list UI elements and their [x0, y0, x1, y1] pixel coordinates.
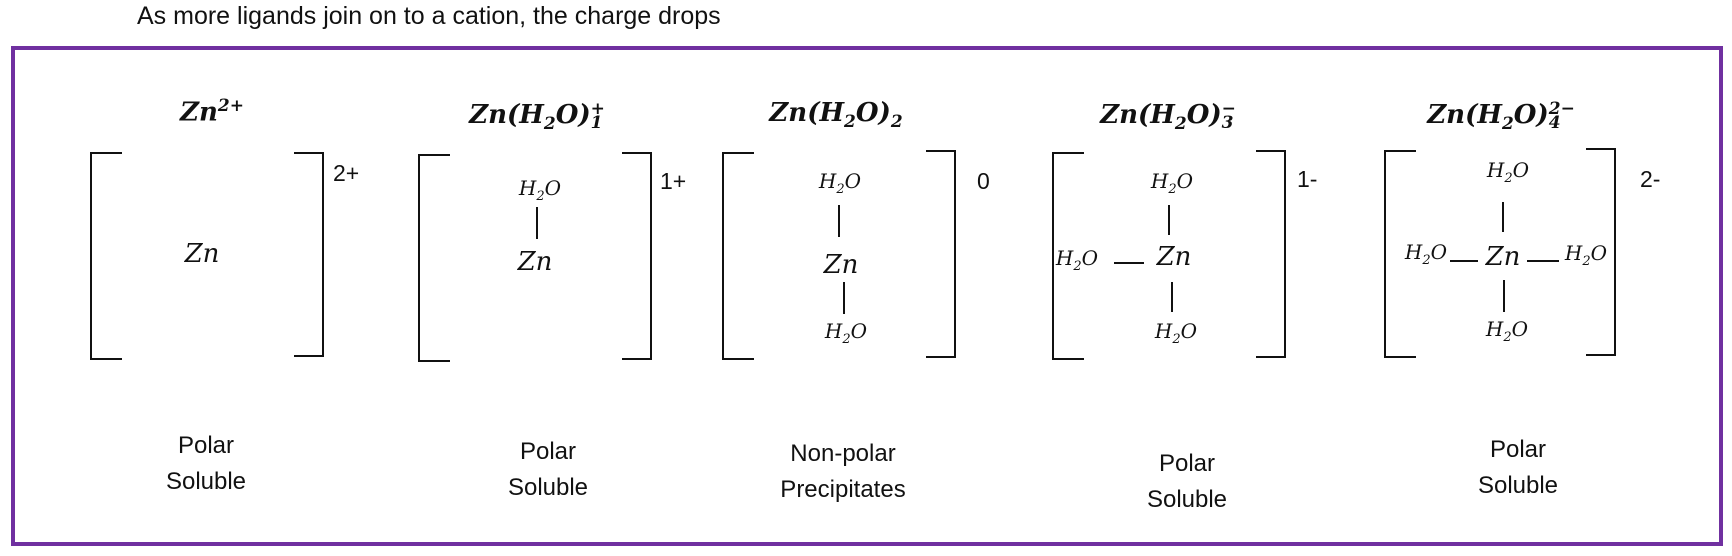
left-bracket: [1384, 150, 1416, 358]
bond-line: [1527, 260, 1559, 262]
species-title: Zn(H2O)+ 1: [469, 99, 605, 135]
water-ligand: H2O: [1055, 246, 1099, 274]
water-ligand: H2O: [1404, 240, 1448, 268]
right-bracket: [622, 152, 652, 360]
diagram-frame: [11, 46, 1723, 546]
property-label: Polar Soluble: [507, 438, 589, 501]
bond-line: [1502, 202, 1504, 232]
species-title: Zn(H2O)2: [769, 98, 903, 133]
species-title: Zn2+: [180, 96, 244, 128]
water-ligand: H2O: [1564, 241, 1608, 269]
property-label: Polar Soluble: [1146, 450, 1228, 513]
bond-line: [838, 205, 840, 237]
bond-line: [1114, 262, 1144, 264]
bond-line: [536, 207, 538, 239]
species-title: Zn(H2O)2− 4: [1427, 99, 1575, 135]
complex-charge: 2+: [333, 160, 360, 186]
zinc-center: Zn: [823, 250, 859, 280]
water-ligand: H2O: [1485, 317, 1529, 345]
water-ligand: H2O: [824, 319, 868, 347]
water-ligand: H2O: [518, 176, 562, 204]
left-bracket: [90, 152, 122, 360]
water-ligand: H2O: [1486, 158, 1530, 186]
zinc-center: Zn: [1156, 242, 1192, 272]
diagram-caption: As more ligands join on to a cation, the…: [137, 2, 721, 30]
bond-line: [1171, 282, 1173, 312]
complex-charge: 2-: [1640, 166, 1661, 192]
property-label: Non-polar Precipitates: [780, 440, 906, 503]
zinc-center: Zn: [517, 247, 553, 277]
bond-line: [1503, 280, 1505, 312]
left-bracket: [418, 154, 450, 362]
complex-charge: 1-: [1297, 166, 1318, 192]
bond-line: [843, 282, 845, 314]
water-ligand: H2O: [1154, 319, 1198, 347]
species-title: Zn(H2O)− 3: [1100, 99, 1236, 135]
complex-charge: 1+: [660, 168, 687, 194]
property-label: Polar Soluble: [165, 432, 247, 495]
complex-charge: 0: [977, 168, 990, 194]
zinc-center: Zn: [1485, 242, 1521, 272]
property-label: Polar Soluble: [1477, 436, 1559, 499]
bond-line: [1168, 205, 1170, 235]
left-bracket: [722, 152, 754, 360]
right-bracket: [1256, 150, 1286, 358]
right-bracket: [926, 150, 956, 358]
right-bracket: [294, 152, 324, 357]
zinc-center: Zn: [184, 239, 220, 269]
water-ligand: H2O: [818, 169, 862, 197]
water-ligand: H2O: [1150, 169, 1194, 197]
left-bracket: [1052, 152, 1084, 360]
right-bracket: [1586, 148, 1616, 356]
bond-line: [1450, 260, 1478, 262]
